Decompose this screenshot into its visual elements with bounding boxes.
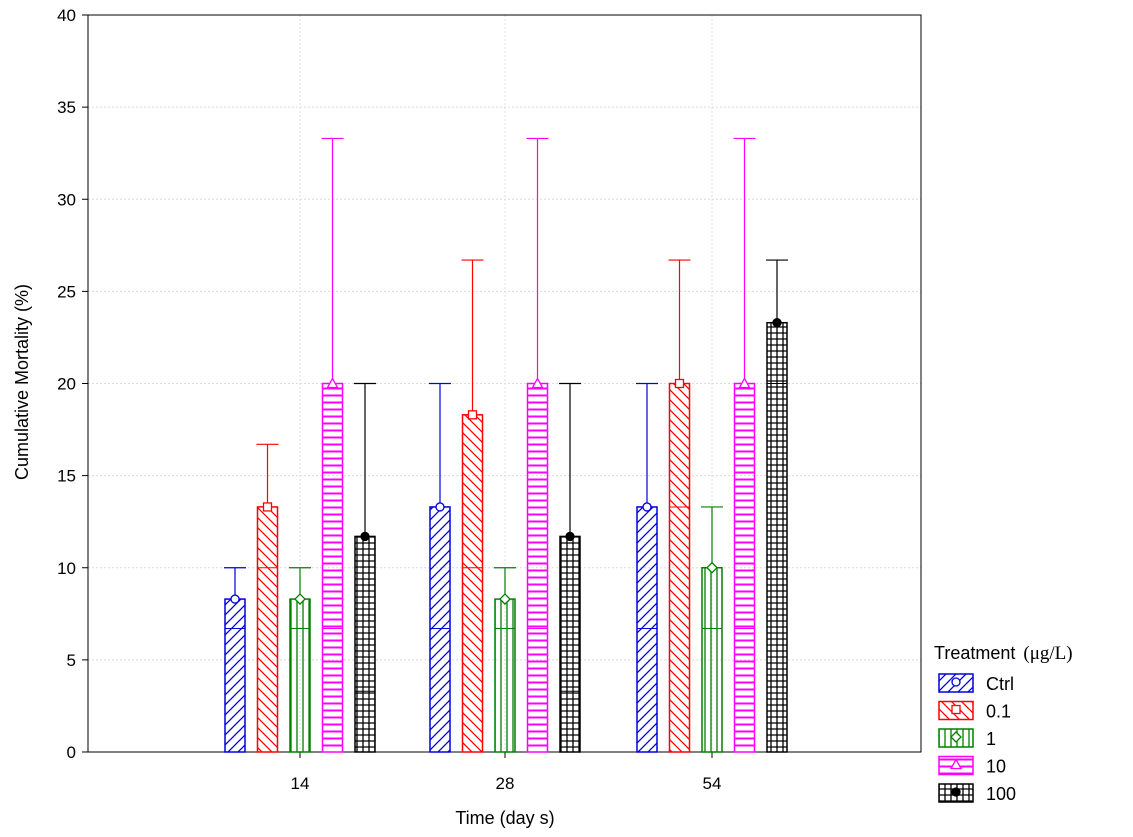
- bar-100-54-marker: [772, 318, 782, 328]
- legend-marker-10: [949, 758, 963, 770]
- bar-Ctrl-54-marker: [642, 502, 652, 512]
- bar-1-28-marker: [499, 593, 511, 605]
- y-tick-label: 5: [67, 651, 76, 670]
- legend-title-unit: (μg/L): [1023, 643, 1072, 664]
- legend-marker-1: [950, 731, 962, 743]
- bar-1-28: [494, 598, 516, 753]
- bars: [224, 321, 788, 753]
- y-tick-label: 25: [57, 282, 76, 301]
- x-tick-label: 28: [496, 774, 515, 793]
- y-tick-label: 15: [57, 467, 76, 486]
- bar-1-54-marker: [706, 561, 718, 574]
- legend-title: Treatment (μg/L): [934, 643, 1073, 664]
- bar-0_1-14: [256, 506, 279, 753]
- bar-10-14-marker: [326, 377, 339, 389]
- legend-label-1: 1: [986, 729, 996, 749]
- x-tick-label: 14: [291, 774, 310, 793]
- legend-marker-100: [951, 787, 961, 797]
- bar-10-54-marker: [738, 377, 751, 389]
- legend-label-10: 10: [986, 757, 1006, 777]
- bar-0_1-28: [461, 414, 484, 753]
- bar-100-28: [559, 535, 581, 753]
- bar-0_1-54-marker: [674, 378, 685, 389]
- y-tick-label: 40: [57, 6, 76, 25]
- legend-title-label: Treatment: [934, 643, 1015, 663]
- bar-10-14: [321, 382, 344, 753]
- legend-label-100: 100: [986, 784, 1016, 804]
- legend-label-0_1: 0.1: [986, 702, 1011, 722]
- y-tick-label: 10: [57, 559, 76, 578]
- bar-1-14: [289, 598, 311, 753]
- bar-100-28-marker: [565, 531, 575, 542]
- legend-marker-Ctrl: [951, 677, 961, 687]
- bar-100-14-marker: [360, 531, 370, 542]
- y-axis-title: Cumulative Mortality (%): [12, 284, 32, 480]
- y-tick-label: 20: [57, 375, 76, 394]
- x-tick-label: 54: [703, 774, 722, 793]
- bar-100-14: [354, 535, 376, 753]
- error-bars: [224, 137, 788, 600]
- bar-10-54: [733, 382, 756, 753]
- legend-marker-0_1: [951, 704, 961, 715]
- x-axis-title: Time (day s): [455, 808, 554, 828]
- bar-Ctrl-28: [429, 506, 451, 753]
- bar-0_1-28-marker: [467, 410, 478, 420]
- bar-Ctrl-54: [636, 506, 658, 753]
- y-axis: 0 5 10 15 20 25 30 35 40: [57, 6, 88, 762]
- bar-Ctrl-28-marker: [435, 502, 445, 512]
- y-tick-label: 0: [67, 743, 76, 762]
- bar-1-14-marker: [294, 593, 306, 605]
- bar-10-28-marker: [531, 377, 544, 389]
- bar-0_1-14-marker: [262, 502, 273, 512]
- bar-Ctrl-14-marker: [230, 594, 240, 604]
- legend-label-Ctrl: Ctrl: [986, 674, 1014, 694]
- bar-1-54: [701, 567, 723, 753]
- y-tick-label: 30: [57, 190, 76, 209]
- y-tick-label: 35: [57, 98, 76, 117]
- bar-Ctrl-14: [224, 598, 246, 753]
- bar-10-28: [526, 382, 549, 753]
- markers: [230, 318, 782, 605]
- legend: Treatment (μg/L) Ctrl 0.1 1 10 100: [934, 643, 1073, 804]
- x-axis: 14 28 54: [291, 752, 722, 793]
- bar-100-54: [766, 321, 788, 753]
- bar-0_1-54: [668, 382, 691, 753]
